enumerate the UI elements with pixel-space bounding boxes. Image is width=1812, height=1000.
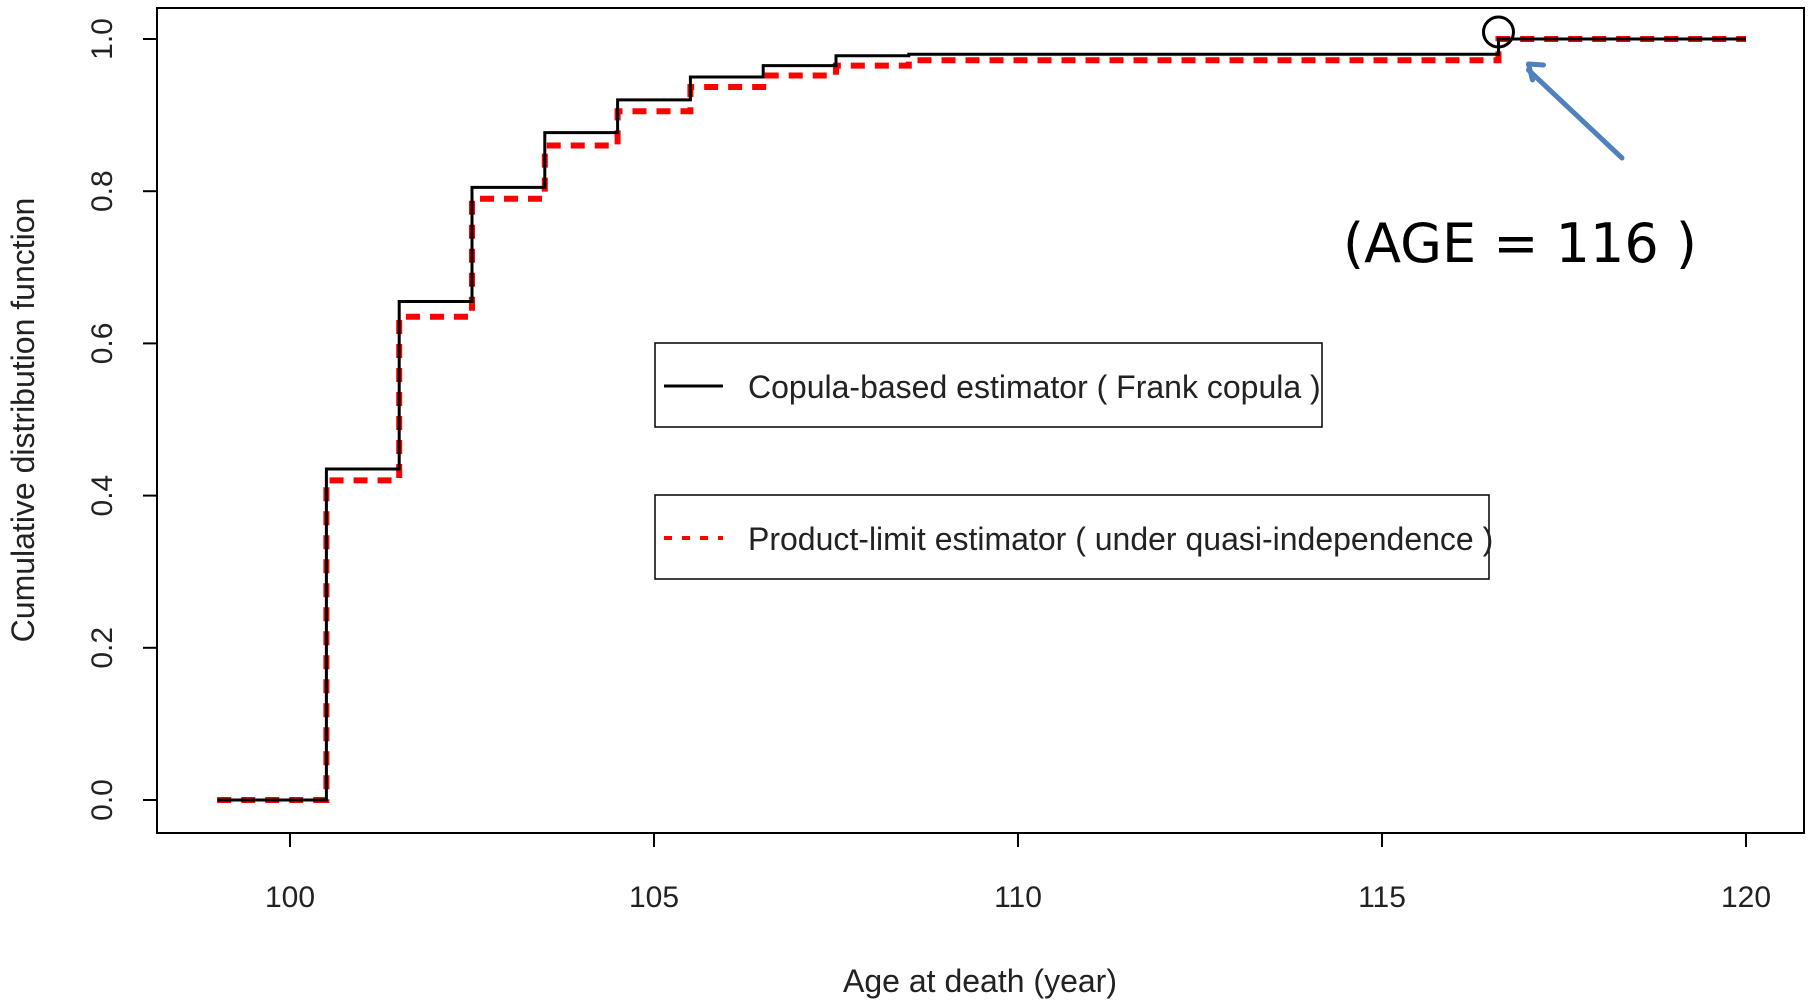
y-tick-label: 0.8 — [86, 170, 119, 212]
x-tick-label: 105 — [629, 881, 679, 914]
annotation-arrow-head — [1525, 61, 1546, 83]
y-tick-label: 0.4 — [86, 475, 119, 517]
legend-copula-box — [654, 342, 1323, 428]
y-tick-label: 1.0 — [86, 18, 119, 60]
y-axis: 0.0 0.2 0.4 0.6 0.8 1.0 — [86, 18, 158, 821]
annotation: (AGE = 116 ) — [1343, 15, 1697, 275]
x-tick-label: 120 — [1721, 881, 1771, 914]
annotation-arrow-shaft — [1525, 67, 1625, 161]
series-layer — [217, 36, 1746, 803]
legend-copula: Copula-based estimator ( Frank copula ) — [654, 342, 1323, 428]
legend-product-limit: Product-limit estimator ( under quasi-in… — [654, 494, 1493, 580]
legend-product-limit-box — [654, 494, 1490, 580]
x-tick-label: 115 — [1358, 881, 1406, 914]
x-tick-label: 110 — [994, 881, 1042, 914]
x-axis: 100 105 110 115 120 — [265, 832, 1771, 914]
y-tick-label: 0.2 — [86, 627, 119, 669]
y-tick-label: 0.6 — [86, 323, 119, 365]
series-copula-line — [217, 37, 1746, 802]
y-axis-title: Cumulative distribution function — [5, 198, 41, 643]
annotation-text: (AGE = 116 ) — [1343, 212, 1697, 275]
annotation-circle — [1481, 15, 1515, 49]
x-axis-title: Age at death (year) — [843, 963, 1117, 999]
legend-product-limit-label: Product-limit estimator ( under quasi-in… — [748, 521, 1493, 557]
x-tick-label: 100 — [265, 881, 315, 914]
legend-copula-label: Copula-based estimator ( Frank copula ) — [748, 369, 1321, 405]
y-tick-label: 0.0 — [86, 779, 119, 821]
